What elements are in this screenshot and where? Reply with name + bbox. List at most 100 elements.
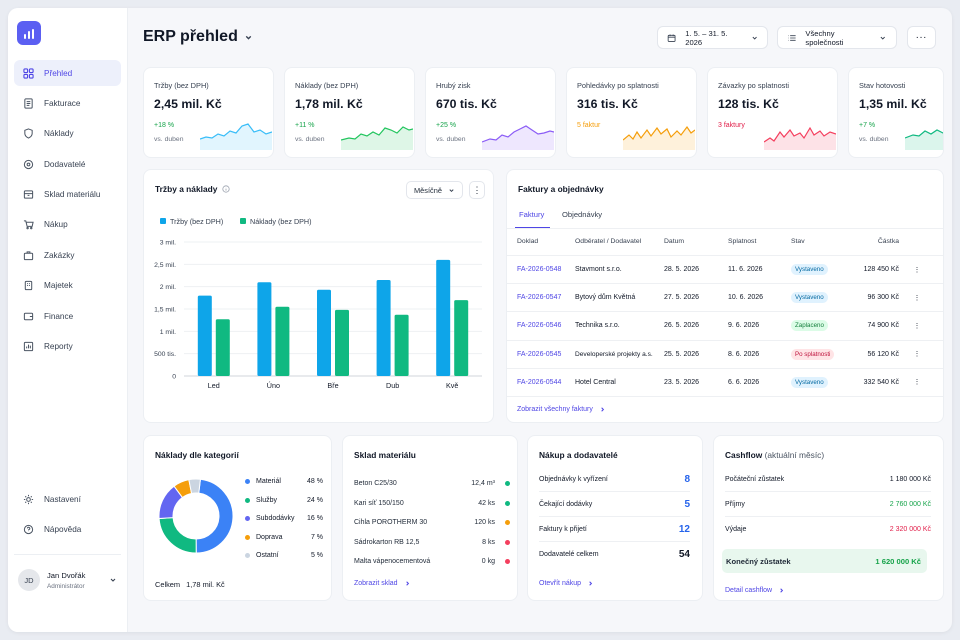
briefcase-icon xyxy=(23,251,34,260)
row-menu-icon[interactable]: ⋮ xyxy=(913,266,921,274)
list-item[interactable]: Malta vápenocementová 0 kg xyxy=(354,552,510,572)
list-item[interactable]: Sádrokarton RB 12,5 8 ks xyxy=(354,533,510,553)
list-item[interactable]: Beton C25/30 12,4 m³ xyxy=(354,474,510,494)
purchasing-card: Nákup a dodavatelé Objednávky k vyřízení… xyxy=(527,435,703,601)
period-select[interactable]: Měsíčně xyxy=(406,181,463,199)
purchasing-title: Nákup a dodavatelé xyxy=(539,450,618,460)
sidebar-item-label: Nastavení xyxy=(44,494,81,504)
open-purchasing-link[interactable]: Otevřít nákup xyxy=(539,580,594,587)
table-row[interactable]: FA-2026-0545 Developerské projekty a.s. … xyxy=(507,341,943,369)
app-logo-icon[interactable] xyxy=(17,21,41,45)
bar-naklady xyxy=(275,306,290,376)
more-options-button[interactable]: ... xyxy=(907,26,936,49)
partner-cell: Technika s.r.o. xyxy=(575,322,620,330)
cashflow-value: 2 760 000 Kč xyxy=(889,500,931,508)
more-vertical-icon[interactable]: ⋮ xyxy=(469,181,485,199)
sidebar-item-nastaveni[interactable]: Nastavení xyxy=(14,486,121,512)
kpi-card-hruby-zisk[interactable]: Hrubý zisk 670 tis. Kč +25 % vs. duben xyxy=(425,67,556,158)
kpi-value: 1,35 mil. Kč xyxy=(859,97,927,111)
chevron-down-icon xyxy=(752,36,757,40)
sidebar-item-reporty[interactable]: Reporty xyxy=(14,334,121,360)
kpi-change: 5 faktur xyxy=(577,122,601,129)
list-item[interactable]: Objednávky k vyřízení 8 xyxy=(539,467,690,492)
calendar-icon xyxy=(667,34,676,42)
company-select[interactable]: Všechny společnosti xyxy=(777,26,897,49)
table-row[interactable]: FA-2026-0548 Stavmont s.r.o. 28. 5. 2026… xyxy=(507,256,943,285)
y-tick-label: 0 xyxy=(172,374,176,381)
invoice-number-link[interactable]: FA-2026-0544 xyxy=(517,378,562,386)
sidebar-item-zakazky[interactable]: Zakázky xyxy=(14,242,121,268)
sidebar-item-sklad[interactable]: Sklad materiálu xyxy=(14,182,121,208)
legend-label: Ostatní xyxy=(256,552,279,559)
column-header: Datum xyxy=(664,238,685,245)
row-menu-icon[interactable]: ⋮ xyxy=(913,322,921,330)
kpi-card-hotovost[interactable]: Stav hotovosti 1,35 mil. Kč +7 % vs. dub… xyxy=(848,67,944,158)
table-row[interactable]: FA-2026-0547 Bytový dům Květná 27. 5. 20… xyxy=(507,284,943,313)
sidebar-item-label: Finance xyxy=(44,311,74,321)
sidebar-item-nakup[interactable]: Nákup xyxy=(14,212,121,238)
legend-dot xyxy=(245,553,250,558)
kpi-card-trzby[interactable]: Tržby (bez DPH) 2,45 mil. Kč +18 % vs. d… xyxy=(143,67,274,158)
list-item[interactable]: Faktury k přijetí 12 xyxy=(539,517,690,542)
page-title[interactable]: ERP přehled xyxy=(143,28,253,46)
info-icon[interactable] xyxy=(222,185,230,193)
legend-pct: 48 % xyxy=(307,478,323,485)
tab-objednavky[interactable]: Objednávky xyxy=(562,210,603,219)
user-menu[interactable]: JD Jan Dvořák Administrátor xyxy=(14,565,121,595)
partner-cell: Bytový dům Květná xyxy=(575,294,636,302)
warehouse-list: Beton C25/30 12,4 m³ Kari síť 150/150 42… xyxy=(354,474,510,572)
invoices-table: Doklad Odběratel / Dodavatel Datum Splat… xyxy=(507,228,943,397)
sidebar-item-dodavatele[interactable]: Dodavatelé xyxy=(14,151,121,177)
cashflow-final-value: 1 620 000 Kč xyxy=(875,556,921,566)
kpi-label: Hrubý zisk xyxy=(436,81,471,90)
sidebar-item-fakturace[interactable]: Fakturace xyxy=(14,90,121,116)
list-item[interactable]: Cihla POROTHERM 30 120 ks xyxy=(354,513,510,533)
cashflow-subtitle: (aktuální měsíc) xyxy=(764,450,825,460)
bar-trzby xyxy=(317,289,331,376)
sidebar-item-naklady[interactable]: Náklady xyxy=(14,121,121,147)
date-range-picker[interactable]: 1. 5. – 31. 5. 2026 xyxy=(657,26,768,49)
tab-faktury[interactable]: Faktury xyxy=(519,210,545,219)
sidebar-item-label: Nápověda xyxy=(44,524,82,534)
invoice-number-link[interactable]: FA-2026-0547 xyxy=(517,294,562,302)
y-tick-label: 2,5 mil. xyxy=(154,262,176,269)
legend-label: Náklady (bez DPH) xyxy=(250,217,312,226)
sidebar-item-napoveda[interactable]: Nápověda xyxy=(14,516,121,542)
stat-label: Dodavatelé celkem xyxy=(539,551,599,558)
invoice-icon xyxy=(24,98,33,109)
date-cell: 25. 5. 2026 xyxy=(664,350,700,358)
sidebar-item-prehled[interactable]: Přehled xyxy=(14,60,121,86)
kpi-value: 316 tis. Kč xyxy=(577,97,638,111)
cart-icon xyxy=(23,220,34,230)
sidebar-item-majetek[interactable]: Majetek xyxy=(14,273,121,299)
table-header: Doklad Odběratel / Dodavatel Datum Splat… xyxy=(507,228,943,256)
invoice-number-link[interactable]: FA-2026-0548 xyxy=(517,266,562,274)
material-qty: 0 kg xyxy=(481,558,495,566)
column-header: Stav xyxy=(791,238,805,245)
list-item[interactable]: Dodavatelé celkem 54 xyxy=(539,542,690,567)
row-menu-icon[interactable]: ⋮ xyxy=(913,294,921,302)
show-warehouse-link[interactable]: Zobrazit sklad xyxy=(354,580,411,587)
kpi-card-pohledavky[interactable]: Pohledávky po splatnosti 316 tis. Kč 5 f… xyxy=(566,67,697,158)
invoice-number-link[interactable]: FA-2026-0546 xyxy=(517,322,562,330)
cashflow-row: Výdaje 2 320 000 Kč xyxy=(725,517,931,542)
cashflow-detail-link[interactable]: Detail cashflow xyxy=(725,587,785,594)
list-item[interactable]: Kari síť 150/150 42 ks xyxy=(354,494,510,514)
show-all-invoices-link[interactable]: Zobrazit všechny faktury xyxy=(517,406,606,413)
table-row[interactable]: FA-2026-0546 Technika s.r.o. 26. 5. 2026… xyxy=(507,312,943,341)
due-cell: 9. 6. 2026 xyxy=(728,322,760,330)
amount-cell: 74 900 Kč xyxy=(867,322,899,330)
chevron-right-icon xyxy=(405,581,409,586)
table-row[interactable]: FA-2026-0544 Hotel Central 23. 5. 2026 6… xyxy=(507,369,943,397)
row-menu-icon[interactable]: ⋮ xyxy=(913,379,921,387)
row-menu-icon[interactable]: ⋮ xyxy=(913,351,921,359)
kpi-change: 3 faktury xyxy=(718,122,745,129)
kpi-card-naklady[interactable]: Náklady (bez DPH) 1,78 mil. Kč +11 % vs.… xyxy=(284,67,415,158)
sidebar-item-finance[interactable]: Finance xyxy=(14,303,121,329)
sparkline xyxy=(200,123,272,150)
cashflow-label: Příjmy xyxy=(725,500,745,508)
kpi-card-zavazky[interactable]: Závazky po splatnosti 128 tis. Kč 3 fakt… xyxy=(707,67,838,158)
list-item[interactable]: Čekající dodávky 5 xyxy=(539,492,690,517)
costs-total-value: 1,78 mil. Kč xyxy=(186,580,225,589)
invoice-number-link[interactable]: FA-2026-0545 xyxy=(517,350,562,358)
